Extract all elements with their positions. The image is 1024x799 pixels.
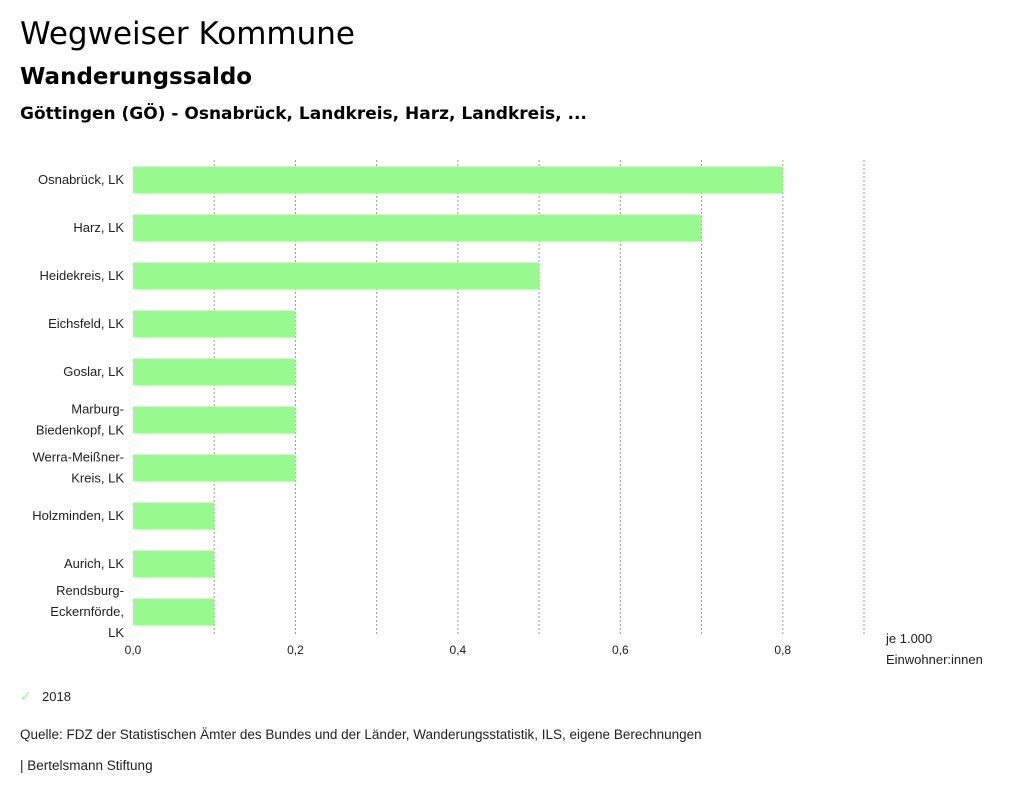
category-label-line: Kreis, LK	[71, 471, 124, 486]
page-title: Wegweiser Kommune	[20, 16, 355, 52]
category-label: Aurich, LK	[64, 556, 124, 571]
category-label-line: Biedenkopf, LK	[36, 423, 125, 438]
category-label: Werra-Meißner- Kreis, LK	[33, 450, 125, 486]
category-label-line: Aurich, LK	[64, 556, 124, 571]
category-label: Eichsfeld, LK	[48, 316, 124, 331]
bar	[133, 454, 296, 482]
category-label-line: Holzminden, LK	[32, 508, 124, 523]
category-label-line: Eckernförde,	[50, 604, 124, 619]
bar	[133, 166, 783, 194]
bar-chart: Osnabrück, LK Harz, LK Heidekreis, LK Eichs…	[32, 160, 983, 667]
chart-subtitle: Wanderungssaldo	[20, 64, 253, 90]
category-label-line: LK	[108, 625, 124, 640]
category-label-line: Rendsburg-	[56, 583, 124, 598]
legend-item-2018[interactable]: ✓ 2018	[20, 688, 71, 705]
check-icon: ✓	[20, 688, 32, 704]
legend-label: 2018	[42, 689, 71, 704]
bar	[133, 502, 215, 530]
bar	[133, 406, 296, 434]
category-label-line: Werra-Meißner-	[33, 450, 125, 465]
category-label-line: Harz, LK	[73, 220, 124, 235]
category-label: Osnabrück, LK	[38, 172, 124, 187]
axis-unit-label: Einwohner:innen	[886, 652, 983, 667]
bar	[133, 598, 215, 626]
category-label-line: Marburg-	[71, 402, 124, 417]
category-label: Holzminden, LK	[32, 508, 124, 523]
bar	[133, 550, 215, 578]
footer-credit: | Bertelsmann Stiftung	[20, 758, 153, 773]
category-label: Marburg- Biedenkopf, LK	[36, 402, 125, 438]
source-note: Quelle: FDZ der Statistischen Ämter des …	[20, 727, 702, 742]
category-label-line: Goslar, LK	[63, 364, 124, 379]
category-label: Rendsburg- Eckernförde, LK	[50, 583, 124, 640]
region-selection: Göttingen (GÖ) - Osnabrück, Landkreis, H…	[20, 104, 587, 124]
bar	[133, 262, 540, 290]
category-label: Heidekreis, LK	[39, 268, 124, 283]
category-label: Goslar, LK	[63, 364, 124, 379]
category-label-line: Osnabrück, LK	[38, 172, 124, 187]
x-tick-label: 0,6	[612, 643, 629, 657]
bar	[133, 214, 702, 242]
axis-unit-label: je 1.000	[885, 631, 932, 646]
x-tick-label: 0,0	[125, 643, 142, 657]
category-label: Harz, LK	[73, 220, 124, 235]
bar	[133, 358, 296, 386]
x-tick-label: 0,8	[774, 643, 791, 657]
category-label-line: Heidekreis, LK	[39, 268, 124, 283]
category-label-line: Eichsfeld, LK	[48, 316, 124, 331]
x-tick-label: 0,2	[287, 643, 304, 657]
x-tick-label: 0,4	[450, 643, 467, 657]
bar	[133, 310, 296, 338]
